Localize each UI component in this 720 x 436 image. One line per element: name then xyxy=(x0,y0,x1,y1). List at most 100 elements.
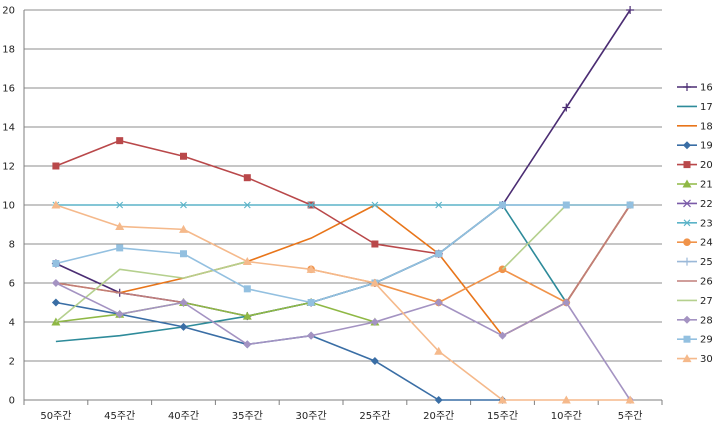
legend-item-23: 23 xyxy=(677,218,713,229)
data-point xyxy=(498,331,507,340)
data-point xyxy=(180,152,187,160)
data-point xyxy=(683,161,691,169)
data-point xyxy=(179,322,188,331)
data-point xyxy=(116,137,124,145)
data-point xyxy=(51,279,60,287)
series-line-26 xyxy=(565,204,631,303)
legend-label: 18 xyxy=(700,121,713,132)
legend-label: 26 xyxy=(700,277,713,288)
series-line-16 xyxy=(55,9,631,317)
y-tick-label: 16 xyxy=(2,84,15,95)
legend-item-26: 26 xyxy=(677,277,713,288)
legend-item-16: 16 xyxy=(677,83,713,94)
x-tick-label: 35주간 xyxy=(232,410,263,422)
series-29 xyxy=(52,201,634,306)
data-point xyxy=(683,219,691,227)
series-27 xyxy=(55,204,631,323)
data-point xyxy=(307,299,315,306)
y-tick-label: 8 xyxy=(9,240,15,251)
y-tick-label: 4 xyxy=(9,318,15,329)
data-point xyxy=(682,179,692,188)
legend-item-18: 18 xyxy=(677,121,713,132)
data-point xyxy=(434,396,443,404)
legend-item-20: 20 xyxy=(677,160,713,171)
x-tick-label: 10주간 xyxy=(551,410,582,422)
data-point xyxy=(499,201,506,209)
data-point xyxy=(371,240,379,248)
data-point xyxy=(562,298,571,307)
data-point xyxy=(370,318,379,326)
data-point xyxy=(370,278,380,287)
legend-item-29: 29 xyxy=(677,335,713,346)
y-tick-label: 12 xyxy=(2,162,15,173)
data-point xyxy=(180,250,187,258)
data-point xyxy=(51,298,60,307)
y-tick-label: 18 xyxy=(2,45,15,56)
series-lines xyxy=(51,6,635,404)
legend-item-25: 25 xyxy=(677,257,713,268)
legend-label: 24 xyxy=(700,238,713,249)
series-line-29 xyxy=(55,204,631,304)
data-point xyxy=(434,346,444,355)
legend-label: 28 xyxy=(700,315,713,326)
x-tick-label: 45주간 xyxy=(104,410,135,422)
data-point xyxy=(243,285,251,293)
legend-label: 17 xyxy=(700,102,713,113)
legend-label: 19 xyxy=(700,141,713,152)
data-point xyxy=(683,335,691,343)
series-line-28 xyxy=(55,282,631,401)
data-point xyxy=(683,315,691,324)
data-point xyxy=(243,201,252,209)
data-point xyxy=(683,83,691,91)
axes: 0 2 4 6 8 10 12 14 16 18 20 50주간 45주간 40주간 35주간 30주간 25주… xyxy=(2,6,663,422)
y-tick-label: 14 xyxy=(2,123,15,134)
legend-label: 30 xyxy=(700,354,713,365)
data-point xyxy=(625,395,635,404)
legend-label: 23 xyxy=(700,218,713,229)
data-point xyxy=(370,201,379,209)
x-tick-label: 5주간 xyxy=(618,410,643,422)
data-point xyxy=(306,264,316,273)
series-line-27 xyxy=(501,204,631,270)
data-point xyxy=(242,257,252,266)
series-line-17 xyxy=(55,204,631,343)
data-point xyxy=(561,395,571,404)
y-tick-label: 20 xyxy=(2,6,15,17)
data-point xyxy=(370,357,379,365)
legend-item-28: 28 xyxy=(677,315,713,326)
legend: 16 17 18 19 20 21 22 23 24 25 26 27 28 29 30 xyxy=(677,83,713,365)
legend-label: 16 xyxy=(700,83,713,94)
data-point xyxy=(115,221,125,230)
legend-label: 29 xyxy=(700,335,713,346)
data-point xyxy=(626,6,635,14)
legend-item-27: 27 xyxy=(677,296,713,307)
legend-label: 21 xyxy=(700,180,713,191)
series-line-21 xyxy=(55,301,376,323)
legend-item-21: 21 xyxy=(677,179,713,191)
y-tick-label: 6 xyxy=(9,279,15,290)
data-point xyxy=(52,162,60,170)
legend-label: 27 xyxy=(700,296,713,307)
series-28 xyxy=(51,279,635,404)
data-point xyxy=(626,201,634,209)
data-point xyxy=(51,200,61,209)
legend-label: 22 xyxy=(700,199,713,210)
series-17 xyxy=(55,204,631,343)
data-point xyxy=(179,201,188,209)
series-30 xyxy=(51,200,635,404)
data-point xyxy=(307,331,316,340)
data-point xyxy=(434,201,443,209)
legend-label: 25 xyxy=(700,257,713,268)
series-line-27 xyxy=(55,260,248,323)
y-tick-label: 10 xyxy=(2,201,15,212)
legend-item-24: 24 xyxy=(677,238,713,249)
series-24 xyxy=(307,201,634,307)
data-point xyxy=(243,174,251,182)
data-point xyxy=(498,395,507,404)
x-tick-label: 25주간 xyxy=(359,410,390,422)
data-point xyxy=(116,244,124,252)
data-point xyxy=(115,201,124,209)
legend-item-22: 22 xyxy=(677,199,713,210)
series-line-30 xyxy=(55,204,631,401)
